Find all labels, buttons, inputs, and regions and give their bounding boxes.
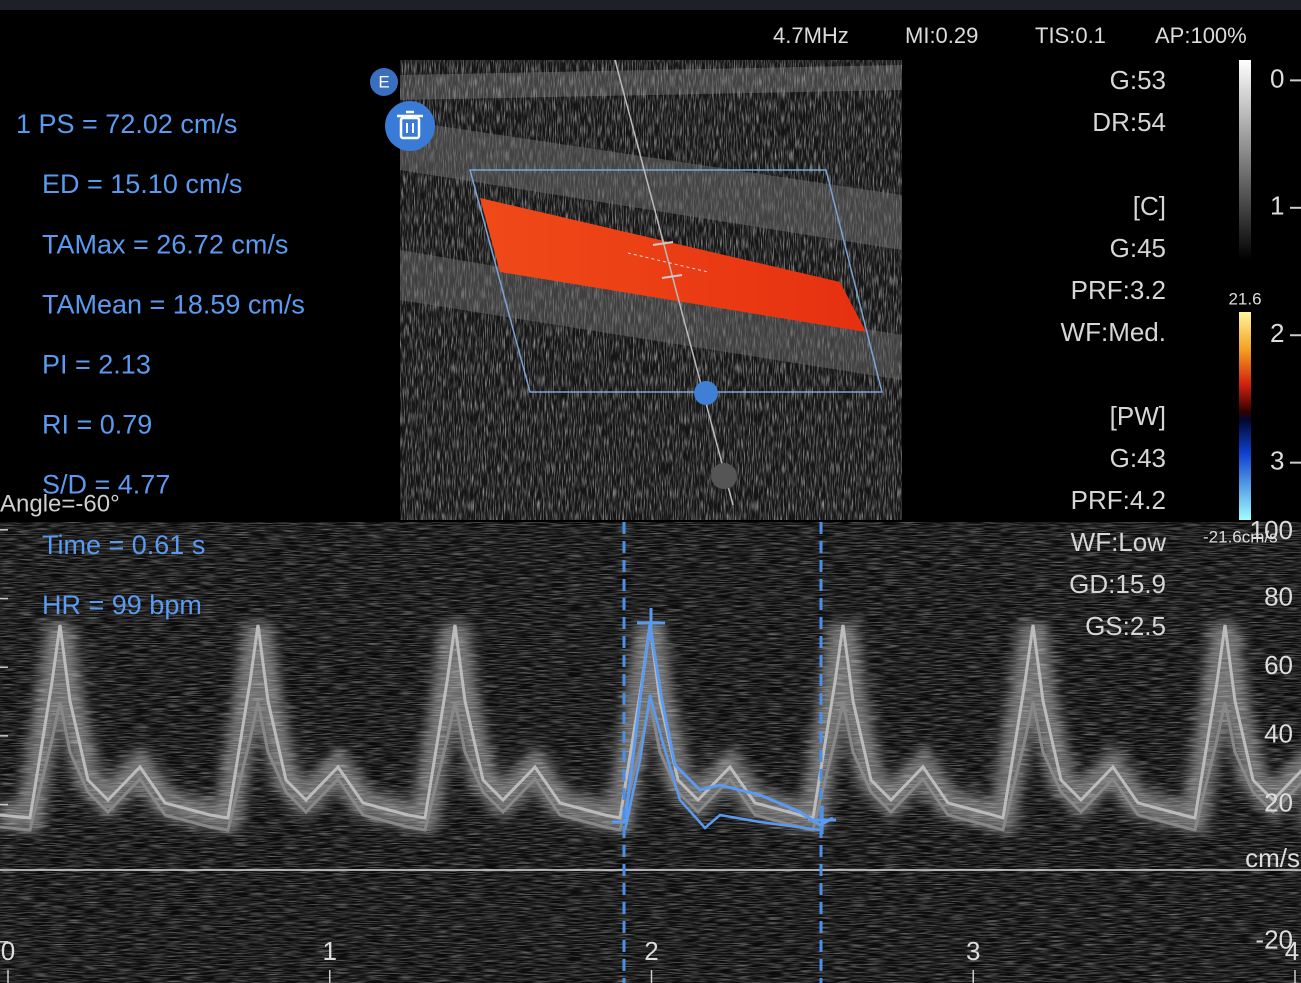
measurement: TAMax = 26.72 cm/s — [42, 229, 288, 259]
depth-label: 2 — [1270, 318, 1284, 348]
velocity-label: 100 — [1250, 515, 1293, 545]
image-param: [PW] — [1110, 401, 1166, 431]
color-box — [469, 169, 883, 393]
top-strip — [0, 0, 1301, 10]
image-param: G:53 — [1110, 65, 1166, 95]
b-mode-image — [400, 59, 902, 520]
mi: MI:0.29 — [905, 23, 978, 48]
measurement: TAMean = 18.59 cm/s — [42, 289, 305, 319]
image-param: G:43 — [1110, 443, 1166, 473]
velocity-label: 60 — [1264, 650, 1293, 680]
velocity-label: 20 — [1264, 787, 1293, 817]
image-param: WF:Med. — [1061, 317, 1166, 347]
steer-handle[interactable] — [694, 381, 718, 405]
image-param: GD:15.9 — [1069, 569, 1166, 599]
depth-label: 0 — [1270, 63, 1284, 93]
measurement: ED = 15.10 cm/s — [42, 169, 242, 199]
velocity-unit: cm/s — [1245, 843, 1300, 873]
velocity-label: 40 — [1264, 719, 1293, 749]
measurement: 1 PS = 72.02 cm/s — [16, 109, 237, 139]
edit-button[interactable] — [370, 68, 398, 96]
frequency: 4.7MHz — [773, 23, 849, 48]
image-param: DR:54 — [1092, 107, 1166, 137]
angle: Angle=-60° — [0, 490, 120, 517]
spectrum-waveform — [0, 608, 1301, 836]
velocity-label: -20 — [1255, 925, 1293, 955]
image-param: PRF:3.2 — [1071, 275, 1166, 305]
image-param: G:45 — [1110, 233, 1166, 263]
gate-handle[interactable] — [711, 463, 737, 489]
edit-button-label: E — [378, 72, 389, 91]
spectrum-noise — [0, 522, 1301, 983]
color-min: -21.6cm/s — [1203, 527, 1278, 546]
image-param: GS:2.5 — [1085, 611, 1166, 641]
time-label: 2 — [644, 936, 658, 966]
measurement: PI = 2.13 — [42, 350, 151, 380]
measurement: S/D = 4.77 — [42, 470, 170, 500]
ps-marker — [637, 608, 665, 640]
color-bar — [1239, 312, 1251, 520]
time-label: 3 — [966, 936, 980, 966]
image-param: [C] — [1133, 191, 1166, 221]
depth-label: 3 — [1270, 446, 1284, 476]
measurement: Time = 0.61 s — [42, 530, 205, 560]
trace-mean — [623, 694, 821, 832]
trace-max — [612, 624, 834, 827]
time-label: 1 — [323, 936, 337, 966]
ap: AP:100% — [1155, 23, 1247, 48]
delete-button[interactable] — [385, 101, 435, 151]
depth-label: 1 — [1270, 191, 1284, 221]
measurement: RI = 0.79 — [42, 410, 152, 440]
tis: TIS:0.1 — [1035, 23, 1106, 48]
image-param: WF:Low — [1071, 527, 1167, 557]
time-label: 0 — [1, 936, 15, 966]
cursor-line — [614, 59, 734, 506]
measurement: HR = 99 bpm — [42, 590, 202, 620]
color-flow — [480, 198, 866, 332]
gray-bar — [1239, 60, 1251, 260]
color-max: 21.6 — [1228, 289, 1261, 308]
time-label: 4 — [1285, 936, 1299, 966]
wave-envelope — [0, 624, 1301, 820]
image-param: PRF:4.2 — [1071, 485, 1166, 515]
velocity-label: 80 — [1264, 581, 1293, 611]
